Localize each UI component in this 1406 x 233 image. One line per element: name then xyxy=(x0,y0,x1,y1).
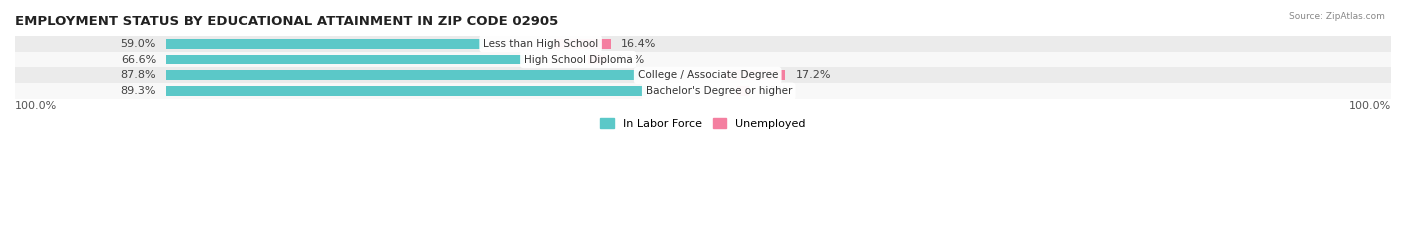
Text: Less than High School: Less than High School xyxy=(484,39,598,49)
Bar xyxy=(166,70,637,80)
Text: High School Diploma: High School Diploma xyxy=(524,55,633,65)
Text: 16.4%: 16.4% xyxy=(621,39,657,49)
Bar xyxy=(166,86,645,96)
Legend: In Labor Force, Unemployed: In Labor Force, Unemployed xyxy=(596,114,810,134)
Text: 17.2%: 17.2% xyxy=(796,70,831,80)
Bar xyxy=(166,55,524,65)
Bar xyxy=(554,39,610,48)
Bar xyxy=(15,83,1391,99)
Text: 100.0%: 100.0% xyxy=(1348,101,1391,111)
Text: College / Associate Degree: College / Associate Degree xyxy=(637,70,778,80)
Text: Source: ZipAtlas.com: Source: ZipAtlas.com xyxy=(1289,12,1385,21)
Bar xyxy=(15,68,1391,83)
Text: 66.6%: 66.6% xyxy=(121,55,156,65)
Bar xyxy=(166,39,484,48)
Text: 3.3%: 3.3% xyxy=(759,86,787,96)
Text: Bachelor's Degree or higher: Bachelor's Degree or higher xyxy=(645,86,792,96)
Text: 87.8%: 87.8% xyxy=(121,70,156,80)
Bar xyxy=(725,70,785,80)
Text: 100.0%: 100.0% xyxy=(15,101,58,111)
Bar xyxy=(588,55,606,65)
Bar xyxy=(15,51,1391,68)
Text: 59.0%: 59.0% xyxy=(121,39,156,49)
Bar xyxy=(15,36,1391,51)
Bar xyxy=(737,86,749,96)
Text: 5.1%: 5.1% xyxy=(616,55,644,65)
Text: EMPLOYMENT STATUS BY EDUCATIONAL ATTAINMENT IN ZIP CODE 02905: EMPLOYMENT STATUS BY EDUCATIONAL ATTAINM… xyxy=(15,15,558,28)
Text: 89.3%: 89.3% xyxy=(121,86,156,96)
